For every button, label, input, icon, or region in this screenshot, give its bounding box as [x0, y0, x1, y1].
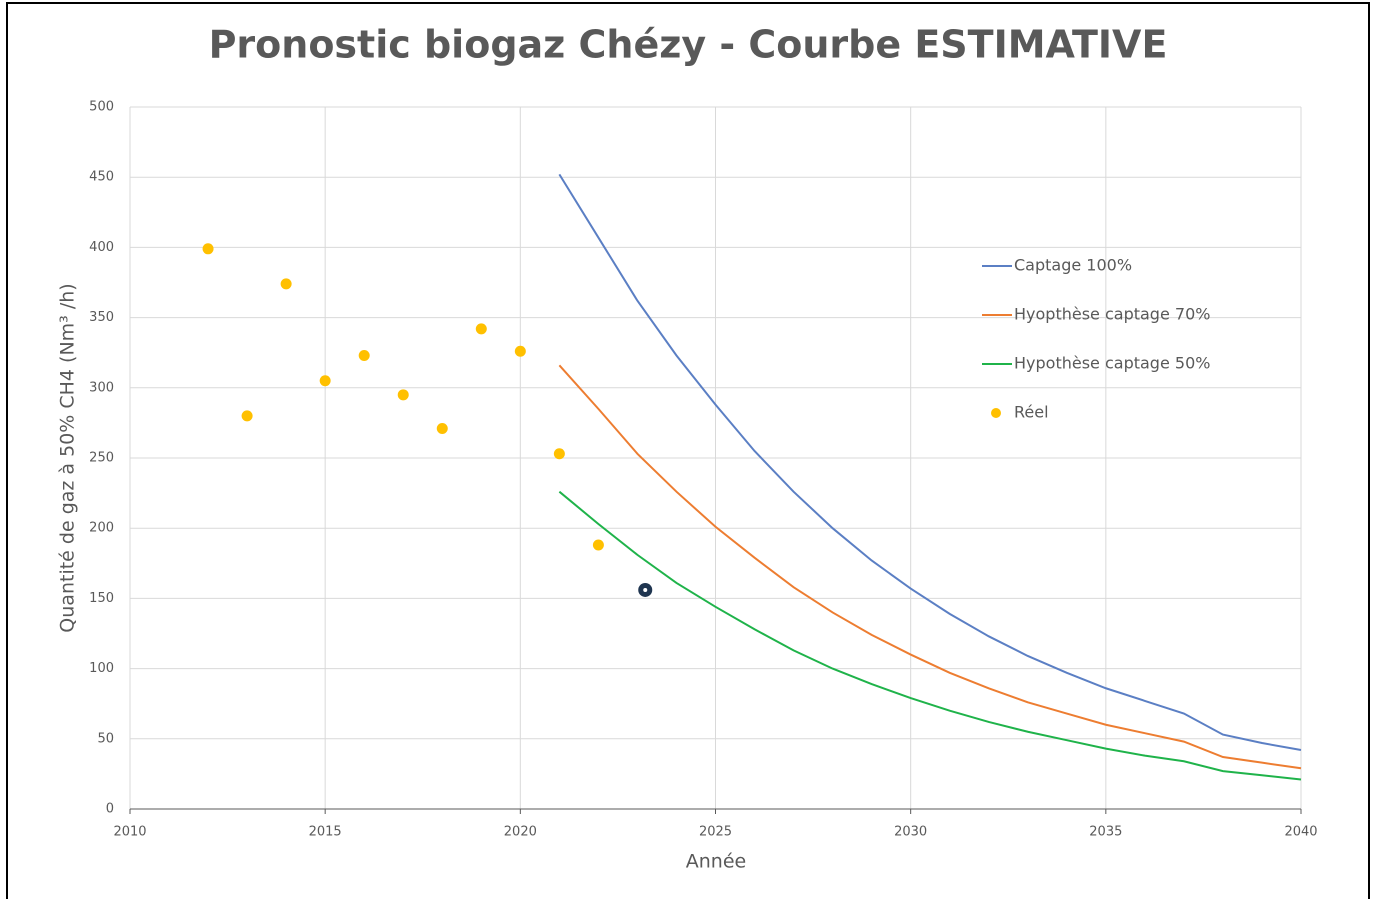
x-tick-label: 2015: [309, 825, 342, 840]
data-point: [553, 448, 565, 460]
data-point: [514, 345, 526, 357]
data-point: [241, 410, 253, 422]
series-line: [558, 490, 1302, 781]
data-point: [436, 423, 448, 435]
series-line: [558, 173, 1302, 752]
y-tick-label: 500: [89, 100, 114, 115]
chart-frame: [6, 2, 1370, 899]
x-tick-label: 2030: [894, 825, 927, 840]
data-point: [592, 539, 604, 551]
y-tick-label: 150: [89, 591, 114, 606]
y-tick-label: 400: [89, 240, 114, 255]
legend-label: Hyopthèse captage 70%: [1014, 305, 1210, 324]
legend-label: Captage 100%: [1014, 256, 1132, 275]
y-tick-label: 100: [89, 661, 114, 676]
data-point: [202, 243, 214, 255]
y-axis-title: Quantité de gaz à 50% CH4 (Nm³ /h): [57, 283, 79, 632]
x-tick-label: 2040: [1284, 825, 1317, 840]
y-tick-label: 450: [89, 170, 114, 185]
x-tick-label: 2025: [699, 825, 732, 840]
legend-label: Réel: [1014, 403, 1049, 422]
data-point: [319, 375, 331, 387]
data-point: [475, 323, 487, 335]
y-tick-label: 50: [97, 731, 114, 746]
x-axis-title: Année: [686, 851, 746, 873]
data-point: [358, 350, 370, 362]
data-point: [280, 278, 292, 290]
series-line: [558, 364, 1302, 770]
y-tick-label: 300: [89, 380, 114, 395]
y-tick-label: 0: [106, 802, 114, 817]
x-tick-label: 2010: [113, 825, 146, 840]
y-tick-label: 200: [89, 521, 114, 536]
y-tick-label: 250: [89, 451, 114, 466]
legend-swatch: [991, 408, 1001, 418]
legend-label: Hypothèse captage 50%: [1014, 354, 1210, 373]
y-tick-label: 350: [89, 310, 114, 325]
data-point: [397, 389, 409, 401]
x-tick-label: 2035: [1089, 825, 1122, 840]
chart-title: Pronostic biogaz Chézy - Courbe ESTIMATI…: [209, 23, 1168, 67]
highlight-point-dot: [643, 587, 648, 592]
x-tick-label: 2020: [504, 825, 537, 840]
